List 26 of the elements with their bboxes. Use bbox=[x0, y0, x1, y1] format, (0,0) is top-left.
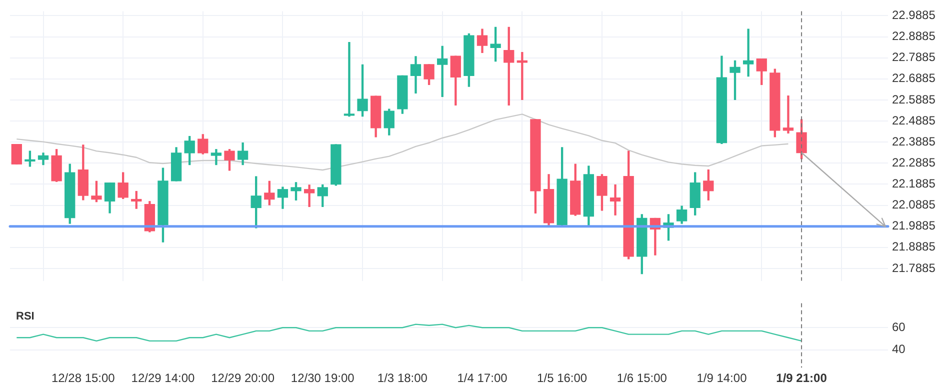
y-tick-label: 21.7885 bbox=[892, 260, 936, 275]
y-tick-label: 60 bbox=[892, 320, 906, 334]
y-tick-label: 22.4885 bbox=[892, 113, 936, 128]
y-tick-label: 22.0885 bbox=[892, 198, 936, 212]
x-tick-label: 1/4 17:00 bbox=[457, 371, 508, 386]
y-tick-label: 21.9885 bbox=[892, 218, 936, 233]
x-tick-label: 12/29 14:00 bbox=[131, 371, 195, 386]
y-tick-label: 22.2885 bbox=[892, 155, 936, 170]
x-tick-label: 1/9 14:00 bbox=[696, 371, 748, 386]
y-tick-label: 22.6885 bbox=[892, 71, 936, 86]
y-tick-label: 22.7885 bbox=[892, 50, 936, 64]
y-tick-label: 21.8885 bbox=[892, 240, 936, 254]
text: RSI bbox=[16, 310, 34, 323]
x-tick-label: 1/5 16:00 bbox=[537, 371, 588, 386]
y-tick-label: 40 bbox=[892, 342, 906, 356]
y-tick-label: 22.9885 bbox=[892, 8, 936, 22]
y-tick-label: 22.8885 bbox=[892, 29, 936, 44]
x-tick-label: 12/30 19:00 bbox=[290, 371, 355, 386]
x-tick-label: 1/6 15:00 bbox=[616, 371, 668, 386]
x-tick-label: 12/28 15:00 bbox=[51, 371, 116, 386]
x-tick-label: 1/9 21:00 bbox=[776, 371, 828, 386]
y-tick-label: 22.3885 bbox=[892, 134, 936, 148]
y-tick-label: 22.1885 bbox=[892, 176, 936, 191]
x-tick-label: 1/3 18:00 bbox=[377, 371, 428, 386]
x-tick-label: 12/29 20:00 bbox=[211, 371, 275, 386]
y-tick-label: 22.5885 bbox=[892, 92, 936, 106]
